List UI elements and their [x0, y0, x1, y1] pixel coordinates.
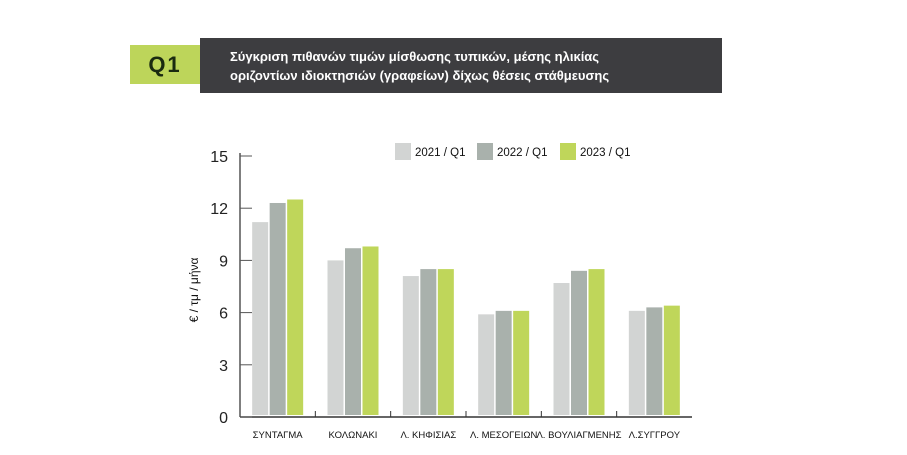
legend-swatch: [560, 143, 576, 160]
q1-badge: Q1: [130, 45, 200, 84]
x-tick-label: Λ. ΒΟΥΛΙΑΓΜΕΝΗΣ: [536, 430, 621, 441]
x-tick-label: Λ. ΚΗΦΙΣΙΑΣ: [400, 430, 456, 441]
legend-swatch: [395, 143, 411, 160]
bar-2021-Q1-5: [628, 310, 645, 415]
bar-2023-Q1-4: [588, 269, 605, 415]
bar-2022-Q1-2: [420, 269, 437, 415]
bar-2021-Q1-2: [402, 276, 419, 415]
bar-2022-Q1-3: [495, 310, 512, 415]
bar-2022-Q1-1: [345, 248, 361, 415]
legend-label: 2021 / Q1: [415, 147, 466, 159]
bar-2022-Q1-0: [269, 202, 286, 415]
x-tick-label: Λ.ΣΥΓΓΡΟΥ: [629, 430, 681, 441]
bar-2023-Q1-5: [663, 305, 680, 415]
bar-2021-Q1-1: [327, 260, 344, 415]
y-tick-label: 12: [210, 201, 228, 218]
bar-2022-Q1-5: [646, 307, 663, 415]
bar-2021-Q1-4: [553, 283, 570, 415]
bar-2023-Q1-3: [513, 310, 530, 415]
x-tick-label: ΣΥΝΤΑΓΜΑ: [253, 430, 304, 441]
bar-2021-Q1-0: [252, 222, 269, 415]
y-tick-label: 6: [219, 306, 228, 323]
y-tick-label: 3: [219, 358, 228, 375]
chart-title: Σύγκριση πιθανών τιμών μίσθωσης τυπικών,…: [200, 38, 722, 93]
bar-2022-Q1-4: [571, 270, 587, 415]
y-tick-label: 0: [219, 410, 228, 427]
legend-label: 2023 / Q1: [580, 147, 631, 159]
bar-2023-Q1-1: [362, 246, 379, 415]
y-tick-label: 15: [210, 149, 228, 166]
bar-2023-Q1-0: [287, 199, 304, 415]
title-line-2: οριζοντίων ιδιοκτησιών (γραφείων) δίχως …: [230, 68, 610, 83]
bar-2023-Q1-2: [437, 269, 454, 415]
title-line-1: Σύγκριση πιθανών τιμών μίσθωσης τυπικών,…: [230, 49, 600, 64]
x-tick-label: Λ. ΜΕΣΟΓΕΙΩΝ: [470, 430, 537, 441]
bar-2021-Q1-3: [478, 314, 495, 415]
x-tick-label: ΚΟΛΩΝΑΚΙ: [329, 430, 378, 441]
y-axis-label: € / τμ / μήνα: [187, 258, 201, 323]
y-tick-label: 9: [219, 253, 228, 270]
legend-swatch: [477, 143, 493, 160]
legend-label: 2022 / Q1: [497, 147, 548, 159]
